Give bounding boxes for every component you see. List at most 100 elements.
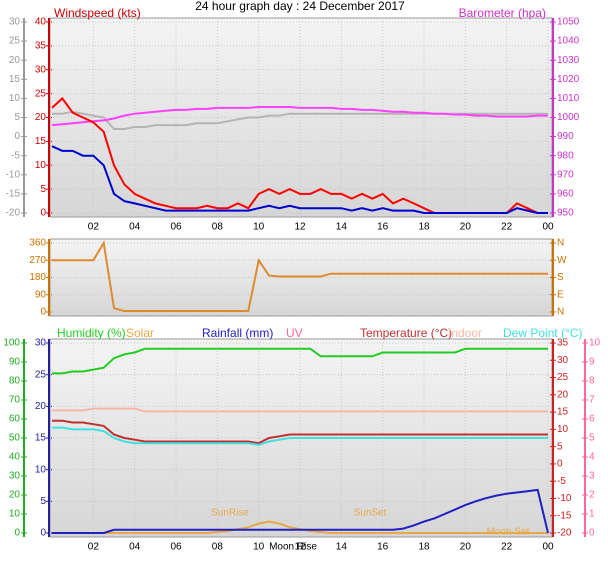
x-tick-label: 20 xyxy=(460,542,472,553)
y-tick-label: 35 xyxy=(557,338,569,349)
y-tick-label: 1050 xyxy=(557,17,580,28)
x-tick-label: 10 xyxy=(253,542,265,553)
series-line xyxy=(51,106,548,127)
y-tick-label: 25 xyxy=(557,372,569,383)
y-tick-label: 2 xyxy=(589,490,595,501)
y-tick-label: 20 xyxy=(9,55,21,66)
x-tick-label: 14 xyxy=(336,222,348,233)
y-tick-label: -5 xyxy=(557,476,566,487)
y-tick-label: 8 xyxy=(589,376,595,387)
y-tick-label: S xyxy=(557,272,564,283)
y2-axis-label: Barometer (hpa) xyxy=(459,6,546,20)
y-tick-label: -20 xyxy=(6,208,21,219)
series-line xyxy=(52,347,548,375)
y-tick-label: -10 xyxy=(6,169,21,180)
y-tick-label: W xyxy=(557,255,567,266)
series-line xyxy=(52,426,548,446)
y-tick-label: 3 xyxy=(589,471,595,482)
y-tick-label: 30 xyxy=(557,355,569,366)
x-tick-label: 22 xyxy=(501,542,513,553)
y-tick-label: 970 xyxy=(557,169,574,180)
y-tick-label: 960 xyxy=(557,189,574,200)
y-tick-label: -10 xyxy=(557,493,572,504)
legend-label: Solar xyxy=(126,326,154,340)
y-tick-label: 20 xyxy=(9,490,21,501)
x-tick-label: 00 xyxy=(542,542,554,553)
x-tick-label: 18 xyxy=(418,222,430,233)
y-tick-label: 20 xyxy=(35,401,47,412)
y-tick-label: 1010 xyxy=(557,93,580,104)
y-tick-label: 40 xyxy=(9,452,21,463)
x-tick-label: 12 xyxy=(294,542,306,553)
y-tick-label: 15 xyxy=(35,136,47,147)
y-tick-label: 1020 xyxy=(557,74,580,85)
legend-label: Humidity (%) xyxy=(57,326,126,340)
annotation: Moon Set xyxy=(487,527,530,538)
annotation: Moon Rise xyxy=(269,542,317,553)
x-tick-label: 08 xyxy=(212,542,224,553)
y-tick-label: 360 xyxy=(29,238,46,249)
series-line xyxy=(51,145,548,214)
x-tick-label: 18 xyxy=(418,542,430,553)
y-tick-label: 25 xyxy=(35,369,47,380)
y-tick-label: 30 xyxy=(35,338,47,349)
x-tick-label: 06 xyxy=(170,222,182,233)
y-tick-label: 7 xyxy=(589,395,595,406)
y-tick-label: 5 xyxy=(589,433,595,444)
y-tick-label: 80 xyxy=(9,376,21,387)
y-tick-label: N xyxy=(557,238,564,249)
x-tick-label: 02 xyxy=(88,542,100,553)
y-tick-label: 35 xyxy=(35,41,47,52)
y-tick-label: -15 xyxy=(557,510,572,521)
y-tick-label: 10 xyxy=(9,509,21,520)
y-tick-label: 30 xyxy=(9,471,21,482)
y-tick-label: 70 xyxy=(9,395,21,406)
series-line xyxy=(52,488,549,534)
y-tick-label: 0 xyxy=(14,131,20,142)
y-tick-label: 15 xyxy=(9,74,21,85)
series-line xyxy=(52,407,548,413)
y-tick-label: 25 xyxy=(35,88,47,99)
x-tick-label: 08 xyxy=(212,222,224,233)
y-tick-label: 10 xyxy=(35,464,47,475)
y-tick-label: 15 xyxy=(35,433,47,444)
legend-label: Rainfall (mm) xyxy=(202,326,273,340)
x-tick-label: 02 xyxy=(88,222,100,233)
y-tick-label: 10 xyxy=(9,93,21,104)
y-tick-label: 15 xyxy=(557,407,569,418)
y-tick-label: 10 xyxy=(589,338,601,349)
y-tick-label: 5 xyxy=(14,112,20,123)
y-axis-label: Windspeed (kts) xyxy=(54,6,141,20)
y-tick-label: 950 xyxy=(557,208,574,219)
y-tick-label: 0 xyxy=(14,528,20,539)
y-tick-label: 0 xyxy=(40,208,46,219)
y-tick-label: -5 xyxy=(11,150,20,161)
annotation: SunSet xyxy=(354,508,387,519)
x-tick-label: 04 xyxy=(129,542,141,553)
y-tick-label: 5 xyxy=(40,496,46,507)
y-tick-label: 0 xyxy=(40,528,46,539)
y-tick-label: 50 xyxy=(9,433,21,444)
plot-area xyxy=(49,17,553,218)
x-tick-label: 16 xyxy=(377,222,389,233)
legend-label: UV xyxy=(286,326,303,340)
x-tick-label: 10 xyxy=(253,222,265,233)
y-tick-label: N xyxy=(557,307,564,318)
y-tick-label: 10 xyxy=(35,160,47,171)
y-tick-label: 980 xyxy=(557,150,574,161)
y-tick-label: 30 xyxy=(35,64,47,75)
x-tick-label: 00 xyxy=(542,222,554,233)
legend-label: Indoor xyxy=(448,326,482,340)
y-tick-label: 0 xyxy=(557,459,563,470)
x-tick-label: 06 xyxy=(170,542,182,553)
x-tick-label: 12 xyxy=(294,222,306,233)
y-tick-label: 90 xyxy=(35,289,47,300)
y-tick-label: 30 xyxy=(9,17,21,28)
x-tick-label: 16 xyxy=(377,542,389,553)
y-tick-label: 60 xyxy=(9,414,21,425)
y-tick-label: 20 xyxy=(557,389,569,400)
series-line xyxy=(52,240,548,312)
y-tick-label: 100 xyxy=(3,338,20,349)
y-tick-label: 5 xyxy=(40,184,46,195)
